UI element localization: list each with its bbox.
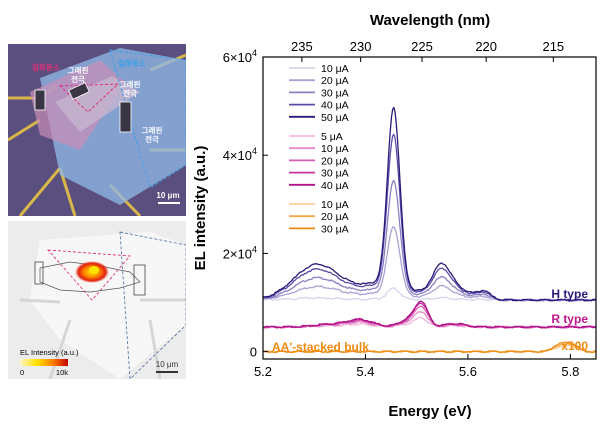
colorbar-min: 0 <box>20 368 24 377</box>
group-label: AA'-stacked bulk <box>272 340 369 354</box>
legend-label: 10 μA <box>321 143 349 155</box>
top-tick-label: 230 <box>350 39 372 54</box>
group-labels: H type R type AA'-stacked bulk x100 <box>272 287 588 354</box>
series-layer <box>263 106 596 354</box>
colorbar-title: EL Intensity (a.u.) <box>20 348 79 357</box>
label-graphene-left-1: 그래핀 <box>68 65 89 75</box>
legend-label: 40 μA <box>321 180 349 192</box>
el-hotspot-core <box>89 266 99 274</box>
group-label: R type <box>551 312 588 326</box>
optical-microscope-image: 질화붕소 질화붕소 그래핀 전극 그래핀 전극 그래핀 전극 10 μm <box>8 44 186 216</box>
label-graphene-right-2: 전극 <box>145 134 159 144</box>
el-map-electrode-right <box>133 264 146 296</box>
label-graphene-mid-1: 그래핀 <box>120 79 141 89</box>
legend-label: 50 μA <box>321 112 349 124</box>
series-line <box>263 133 596 302</box>
label-hbn-left: 질화붕소 <box>32 62 60 72</box>
top-tick-label: 215 <box>542 39 564 54</box>
series-line <box>263 300 596 329</box>
el-map-electrode-left <box>34 261 44 285</box>
legend-label: 30 μA <box>321 87 349 99</box>
y-tick-exponent: 4 <box>252 146 257 156</box>
x-tick-label: 5.4 <box>356 364 374 379</box>
x-tick-label: 5.8 <box>561 364 579 379</box>
x-tick-label: 5.6 <box>459 364 477 379</box>
y-tick-label: 0 <box>250 345 257 360</box>
ticks-layer: 5.2 5.4 5.6 5.8 235 230 225 220 215 0 2×104 4×104 6×… <box>223 39 580 379</box>
legend-label: 20 μA <box>321 155 349 167</box>
scale-bar-1-label: 10 μm <box>156 191 179 200</box>
plot-frame <box>262 56 597 360</box>
el-map-flake <box>30 232 186 379</box>
legend-label: 40 μA <box>321 100 349 112</box>
scale-bar-2-label: 10 μm <box>156 360 179 369</box>
series-line <box>263 179 596 302</box>
y-tick-exponent: 4 <box>252 244 257 254</box>
legend-label: 10 μA <box>321 63 349 75</box>
x-axis-title: Energy (eV) <box>388 403 471 420</box>
graphene-electrode-left <box>34 89 46 111</box>
hbn-outline <box>109 49 186 189</box>
label-graphene-right-1: 그래핀 <box>142 125 163 135</box>
legend-label: 10 μA <box>321 199 349 211</box>
top-tick-label: 235 <box>291 39 313 54</box>
y-axis-title: EL intensity (a.u.) <box>192 146 209 271</box>
top-axis-title: Wavelength (nm) <box>370 12 490 29</box>
series-line <box>263 106 596 302</box>
group-label: H type <box>551 287 588 301</box>
x-tick-label: 5.2 <box>254 364 272 379</box>
graphene-electrode-right <box>119 101 132 133</box>
y-tick-exponent: 4 <box>252 48 257 58</box>
label-graphene-left-2: 전극 <box>71 74 85 84</box>
y-tick-label: 6×104 <box>223 48 257 65</box>
label-hbn-right: 질화붕소 <box>118 58 146 68</box>
legend-label: 30 μA <box>321 223 349 235</box>
legend-label: 5 μA <box>321 131 343 143</box>
colorbar <box>20 359 68 366</box>
el-map-electrodes <box>19 298 186 379</box>
group-annotation: x100 <box>561 339 588 353</box>
legend-label: 30 μA <box>321 168 349 180</box>
el-map-overlap-outline <box>46 249 131 301</box>
graphene-electrode-mid <box>68 82 90 100</box>
series-line <box>263 341 596 354</box>
graphene-region <box>55 76 140 132</box>
el-intensity-map: EL Intensity (a.u.) 0 10k 10 μm <box>8 221 186 379</box>
legend-label: 20 μA <box>321 75 349 87</box>
top-tick-label: 220 <box>475 39 497 54</box>
top-tick-label: 225 <box>411 39 433 54</box>
colorbar-max: 10k <box>56 368 68 377</box>
y-tick-label: 4×104 <box>223 146 257 163</box>
legend-label: 20 μA <box>321 211 349 223</box>
y-tick-label: 2×104 <box>223 244 257 261</box>
label-graphene-mid-2: 전극 <box>123 88 137 98</box>
